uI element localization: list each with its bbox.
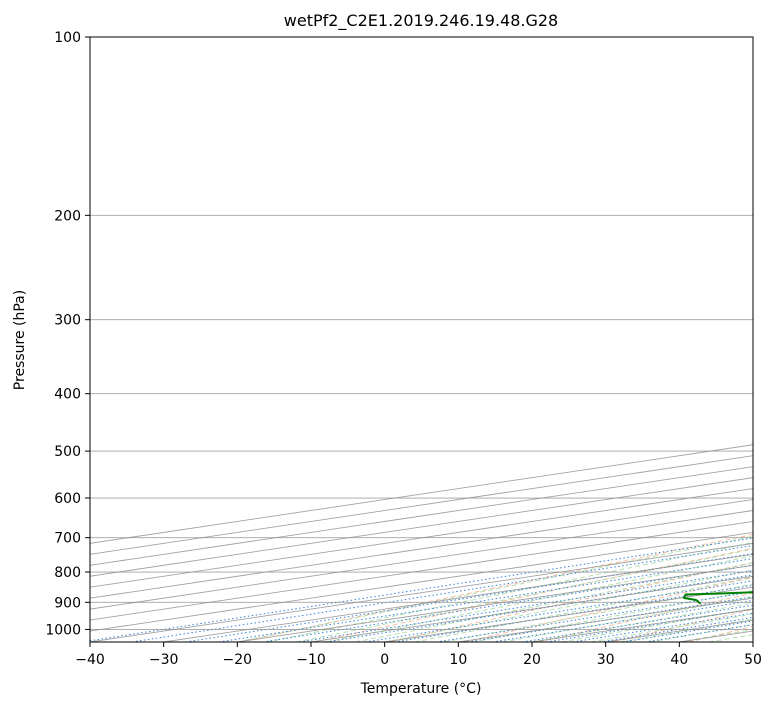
isotherm [90, 444, 753, 544]
isotherm [90, 477, 753, 577]
moist-adiabat [266, 541, 753, 642]
isotherm [90, 510, 753, 610]
isotherm [90, 466, 753, 566]
mixing-ratio-line [131, 545, 753, 642]
y-tick-label: 100 [54, 30, 81, 46]
dry-adiabat [239, 533, 753, 642]
dry-adiabat [389, 562, 753, 642]
x-tick-label: 10 [449, 652, 467, 668]
isotherm [90, 488, 753, 588]
x-tick-label: 50 [744, 652, 762, 668]
axes: −40 −30 −20 −10 0 10 20 30 40 50 100 200 300 400 500 60… [45, 30, 762, 668]
x-axis-title: Temperature (°C) [360, 681, 482, 697]
mixing-ratio-line [522, 604, 753, 642]
dry-adiabat [538, 592, 753, 642]
y-axis-title: Pressure (hPa) [12, 290, 28, 390]
x-tick-label: 30 [597, 652, 615, 668]
isotherm [90, 499, 753, 599]
x-tick-label: −10 [296, 652, 326, 668]
y-tick-label: 200 [54, 208, 81, 224]
y-tick-label: 500 [54, 444, 81, 460]
moist-adiabat [414, 576, 753, 642]
mixing-ratio-line [572, 612, 753, 642]
chart-title: wetPf2_C2E1.2019.246.19.48.G28 [284, 11, 558, 31]
isotherm [90, 531, 753, 632]
y-tick-label: 1000 [45, 622, 81, 638]
mixing-ratio-line [218, 558, 753, 642]
mixing-ratio-line [546, 608, 753, 642]
y-tick-label: 800 [54, 565, 81, 581]
moist-adiabat [237, 535, 753, 642]
x-tick-label: 40 [670, 652, 688, 668]
x-tick-label: 20 [523, 652, 541, 668]
moist-adiabat [296, 548, 753, 642]
mixing-ratio-line [90, 537, 753, 642]
y-tick-label: 900 [54, 595, 81, 611]
y-tick-label: 400 [54, 387, 81, 403]
plot-frame [89, 36, 754, 643]
moist-adiabat [472, 590, 753, 642]
y-tick-label: 600 [54, 491, 81, 507]
y-tick-label: 700 [54, 531, 81, 547]
x-tick-label: −30 [149, 652, 179, 668]
plot-area [90, 37, 753, 642]
y-tick-label: 300 [54, 313, 81, 329]
isotherm [90, 455, 753, 555]
x-tick-label: −20 [223, 652, 253, 668]
mixing-ratio-line [599, 616, 753, 642]
isotherm [90, 520, 753, 621]
mixing-ratio-line [185, 553, 753, 642]
x-tick-label: 0 [380, 652, 389, 668]
x-tick-label: −40 [75, 652, 105, 668]
